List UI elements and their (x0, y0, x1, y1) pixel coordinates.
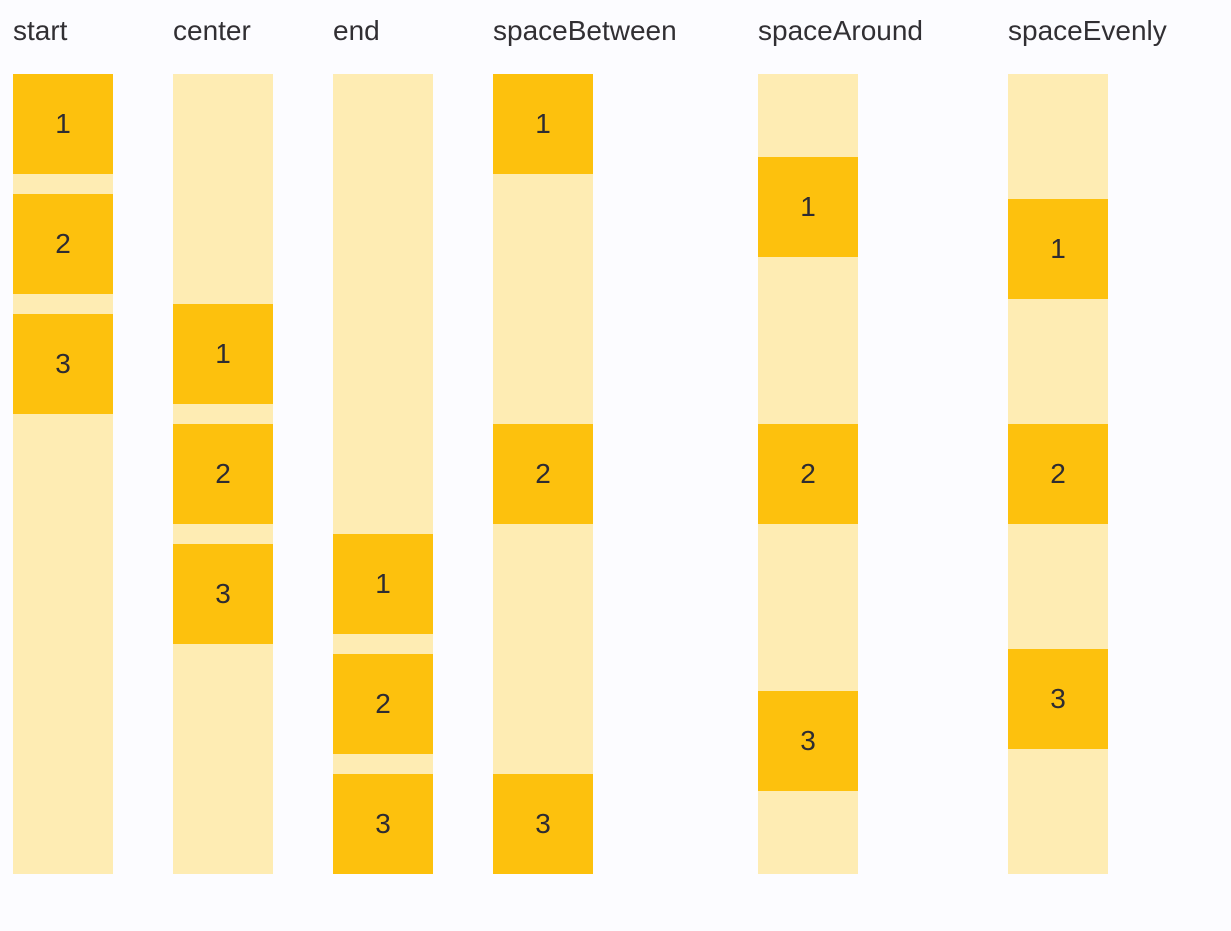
alignment-column-spaceEvenly: spaceEvenly 1 2 3 (1008, 16, 1167, 874)
alignment-label: end (333, 15, 380, 46)
alignment-column-spaceBetween: spaceBetween 1 2 3 (493, 16, 698, 874)
numbered-box: 3 (758, 690, 858, 791)
alignment-track: 1 2 3 (13, 74, 113, 874)
numbered-box: 3 (1008, 649, 1108, 749)
numbered-box: 3 (13, 314, 113, 414)
numbered-box: 3 (333, 774, 433, 874)
numbered-box: 2 (333, 654, 433, 754)
numbered-box: 1 (13, 74, 113, 174)
numbered-box: 2 (13, 194, 113, 294)
numbered-box: 3 (493, 774, 593, 874)
numbered-box: 2 (1008, 424, 1108, 524)
numbered-box: 1 (333, 534, 433, 634)
alignment-track: 1 2 3 (1008, 74, 1108, 874)
numbered-box: 2 (173, 424, 273, 524)
alignment-track: 1 2 3 (173, 74, 273, 874)
alignment-column-end: end 1 2 3 (333, 16, 433, 874)
alignment-track: 1 2 3 (493, 74, 593, 874)
alignment-column-start: start 1 2 3 (13, 16, 113, 874)
numbered-box: 2 (758, 423, 858, 524)
alignment-track: 1 2 3 (758, 74, 858, 874)
numbered-box: 1 (173, 304, 273, 404)
numbered-box: 3 (173, 544, 273, 644)
alignment-column-center: center 1 2 3 (173, 16, 273, 874)
numbered-box: 1 (493, 74, 593, 174)
numbered-box: 1 (1008, 199, 1108, 299)
alignment-label: center (173, 15, 251, 46)
alignment-label: start (13, 15, 68, 46)
alignment-demo-row: start 1 2 3 center 1 2 3 end 1 2 3 space… (13, 16, 1231, 874)
alignment-label: spaceEvenly (1008, 15, 1167, 46)
alignment-label: spaceAround (758, 15, 924, 46)
alignment-column-spaceAround: spaceAround 1 2 3 (758, 16, 948, 874)
numbered-box: 2 (493, 424, 593, 524)
alignment-track: 1 2 3 (333, 74, 433, 874)
numbered-box: 1 (758, 157, 858, 258)
alignment-label: spaceBetween (493, 15, 677, 46)
